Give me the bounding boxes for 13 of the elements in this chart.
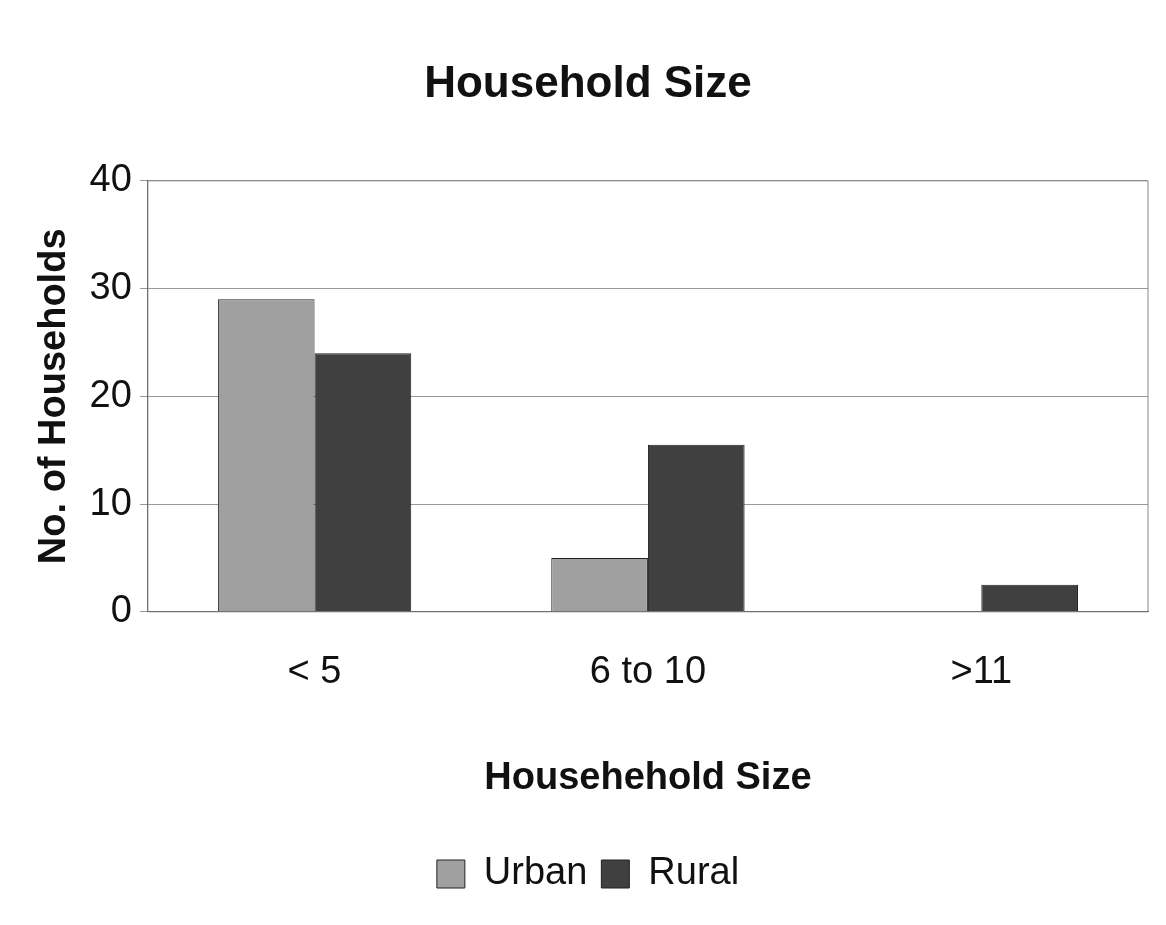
y-axis-title: No. of Households — [31, 228, 74, 565]
x-tick-label: < 5 — [287, 649, 342, 692]
legend-label: Urban — [483, 850, 588, 893]
chart-title: Household Size — [424, 56, 752, 106]
y-tick-label: 20 — [89, 372, 132, 415]
x-tick-label: >11 — [950, 649, 1013, 692]
y-tick-label: 30 — [89, 265, 132, 308]
y-tick-label: 10 — [89, 480, 132, 523]
y-tick-label: 0 — [110, 588, 132, 631]
x-axis-title: Househehold Size — [484, 754, 812, 797]
y-tick-label: 40 — [89, 157, 132, 200]
legend-label: Rural — [648, 850, 740, 893]
x-tick-label: 6 to 10 — [589, 649, 707, 692]
